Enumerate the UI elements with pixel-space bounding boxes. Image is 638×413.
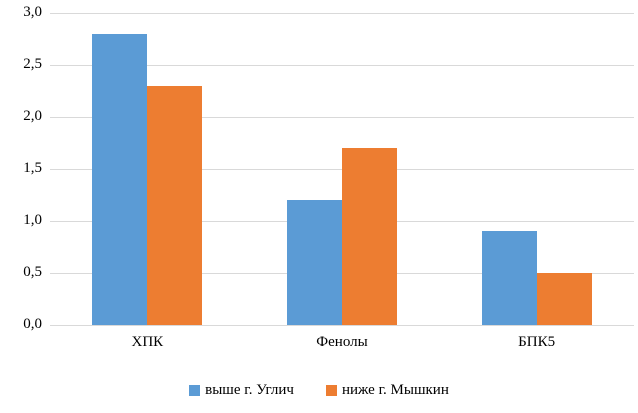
gridline	[50, 324, 634, 326]
legend-swatch-icon	[189, 385, 201, 396]
y-tick-label: 0,0	[23, 316, 42, 332]
legend-label: выше г. Углич	[205, 382, 294, 398]
y-tick-label: 0,5	[23, 264, 42, 280]
plot-area	[50, 12, 634, 326]
category-label: Фенолы	[316, 334, 368, 350]
y-tick-label: 2,0	[23, 108, 42, 124]
bar-выше-г.-Углич-БПК5	[481, 231, 537, 325]
category-label: БПК5	[518, 334, 556, 350]
legend: выше г. Углич ниже г. Мышкин	[0, 382, 638, 399]
bar-выше-г.-Углич-ХПК	[92, 33, 148, 325]
legend-item: выше г. Углич	[189, 382, 294, 399]
gridline	[50, 116, 634, 118]
y-tick-label: 2,5	[23, 56, 42, 72]
bar-выше-г.-Углич-Фенолы	[287, 200, 342, 325]
legend-swatch-icon	[325, 385, 337, 396]
legend-label: ниже г. Мышкин	[341, 382, 449, 398]
bar-ниже-г.-Мышкин-БПК5	[536, 273, 592, 325]
gridline	[50, 64, 634, 66]
legend-item: ниже г. Мышкин	[325, 382, 449, 399]
y-tick-label: 1,0	[23, 212, 42, 228]
y-tick-label: 3,0	[23, 4, 42, 20]
y-tick-label: 1,5	[23, 160, 42, 176]
bar-ниже-г.-Мышкин-ХПК	[147, 85, 203, 325]
gridline	[50, 12, 634, 14]
bar-ниже-г.-Мышкин-Фенолы	[342, 148, 397, 325]
category-label: ХПК	[131, 334, 164, 350]
